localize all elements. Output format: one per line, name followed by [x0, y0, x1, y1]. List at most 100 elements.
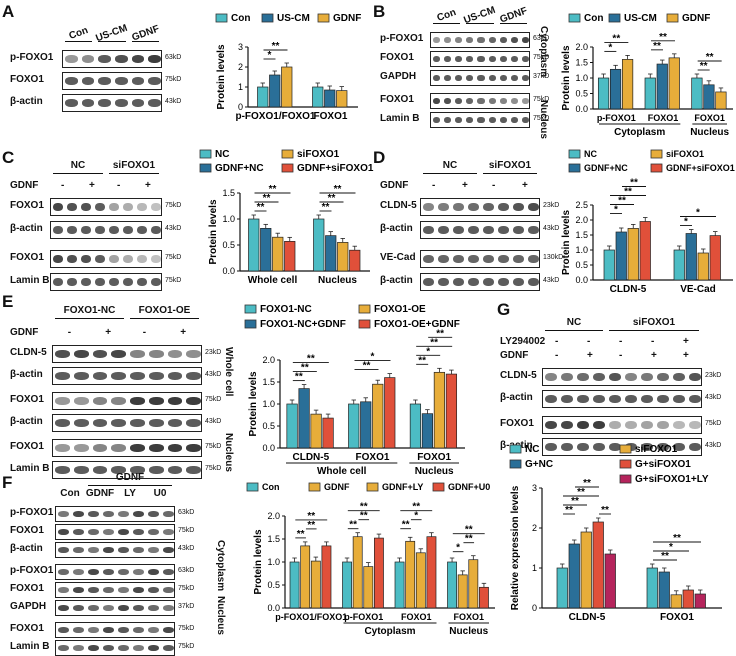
y-tick-label: 1: [238, 82, 243, 92]
legend-swatch: [246, 482, 259, 492]
category-label: FOXO1: [453, 612, 484, 622]
category-label: FOXO1: [417, 452, 451, 463]
blot-band: [641, 443, 653, 451]
row-label--actin: β-actin: [10, 543, 43, 554]
sig-star: **: [402, 520, 410, 531]
blot-band: [115, 99, 128, 107]
row-label-lamin-b: Lamin B: [10, 641, 50, 652]
group-line: [483, 173, 537, 174]
legend-label: FOXO1-OE: [374, 304, 426, 315]
bar: [447, 561, 457, 609]
blot-band: [477, 56, 485, 62]
row-label-cldn-5: CLDN-5: [380, 200, 417, 211]
blot-b: p-FOXO1 63kD FOXO1 75kD GAPDH 37kD FOXO1 75kD La…: [380, 5, 560, 147]
lane-symbol: +: [89, 180, 95, 191]
blot-band: [528, 278, 539, 286]
blot-band: [423, 278, 434, 286]
sig-star: **: [272, 41, 280, 52]
blot-band: [498, 226, 509, 234]
blot-band: [148, 372, 164, 380]
category-label: CLDN-5: [569, 612, 606, 623]
bar: [468, 559, 479, 609]
row-label-foxo1: FOXO1: [10, 394, 44, 405]
blot-band: [163, 529, 174, 535]
legend-swatch: [244, 319, 257, 329]
blot-band: [103, 645, 114, 651]
blot-band: [528, 255, 539, 263]
blot-band: [95, 278, 105, 286]
legend-swatch: [568, 149, 581, 159]
row-label-foxo1: FOXO1: [10, 252, 44, 263]
blot-band: [130, 372, 145, 380]
kd-marker: 37kD: [178, 603, 195, 610]
sig-star: **: [328, 193, 336, 204]
legend-item: GDNF: [308, 482, 350, 492]
blot-band: [513, 203, 524, 211]
blot-band: [118, 547, 129, 553]
bar: [363, 566, 374, 609]
blot-band: [55, 372, 70, 380]
chart-d: NC siFOXO1 GDNF+NC GDNF+siFOXO1 0.0 0.5 1.0 1.5…: [561, 149, 735, 295]
blot-band: [186, 397, 201, 405]
bar: [272, 236, 284, 272]
sig-star: **: [363, 361, 371, 372]
blot-band: [148, 511, 159, 517]
legend-label: Con: [231, 13, 250, 24]
blot-strip: [420, 198, 540, 216]
legend-item: GDNF+NC: [568, 163, 628, 173]
sig-star: **: [465, 525, 473, 536]
kd-marker: 75kD: [533, 96, 550, 103]
blot-band: [151, 278, 161, 286]
panel-label-f: F: [2, 473, 13, 492]
bar: [639, 221, 651, 281]
legend-item: FOXO1-NC+GDNF: [244, 319, 346, 330]
blot-band: [167, 419, 183, 427]
blot-band: [455, 56, 463, 62]
blot-band: [673, 395, 685, 403]
sig-star: *: [614, 205, 618, 216]
sig-star: *: [684, 217, 688, 228]
sig-star: **: [322, 202, 330, 213]
blot-band: [641, 373, 653, 381]
kd-marker: 43kD: [705, 394, 722, 401]
sig-star: *: [608, 42, 612, 53]
blot-band: [444, 37, 452, 43]
panel-label-a: A: [2, 2, 15, 21]
blot-band: [163, 547, 174, 553]
y-tick-label: 1.5: [267, 534, 280, 544]
blot-band: [625, 421, 637, 429]
blot-band: [98, 55, 111, 63]
sig-star: *: [371, 352, 375, 363]
blot-band: [109, 255, 119, 263]
blot-band: [545, 421, 557, 429]
blot-strip: [542, 390, 702, 408]
blot-g: CLDN-523kDβ-actin43kDFOXO175kDβ-actin43k…: [500, 315, 736, 465]
blot-band: [186, 372, 201, 380]
blot-band: [133, 547, 144, 553]
legend-item: NC: [509, 444, 539, 455]
blot-band: [593, 443, 605, 451]
row-label-cldn-5: CLDN-5: [500, 370, 537, 381]
blot-band: [510, 98, 518, 104]
bar: [312, 86, 324, 108]
blot-band: [53, 278, 63, 286]
blot-band: [130, 397, 145, 405]
sig-star: **: [659, 32, 667, 43]
blot-band: [433, 98, 441, 104]
group-label: Cytoplasm: [614, 127, 665, 138]
blot-band: [673, 443, 685, 451]
lane-label: LY: [124, 488, 136, 499]
blot-band: [55, 419, 70, 427]
blot-band: [510, 37, 518, 43]
legend-label: siFOXO1: [635, 444, 678, 455]
blot-strip: [430, 93, 530, 109]
sig-star: **: [297, 529, 305, 540]
y-tick-label: 3: [532, 483, 537, 493]
blot-band: [123, 278, 133, 286]
blot-band: [167, 372, 183, 380]
blot-band: [488, 117, 496, 123]
legend-item: Con: [568, 13, 603, 24]
sig-star: **: [706, 52, 714, 63]
bar: [337, 242, 349, 272]
blot-band: [444, 56, 452, 62]
